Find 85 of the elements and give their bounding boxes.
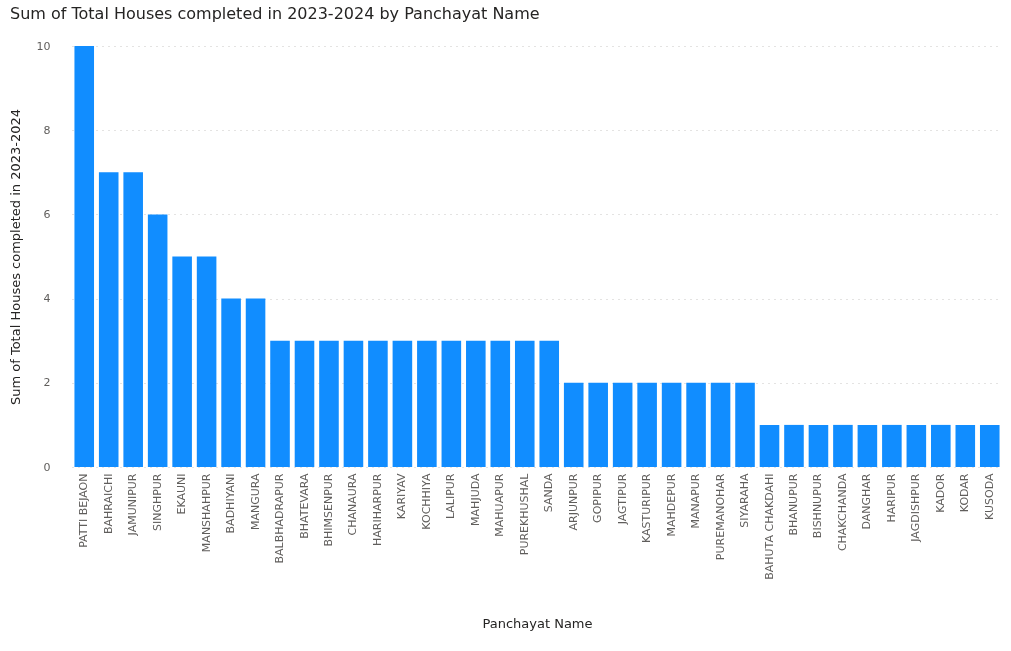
x-tick-label: MAHUAPUR	[493, 473, 507, 537]
bar	[196, 256, 217, 467]
bar	[172, 256, 192, 467]
x-tick-label: PUREKHUSHAL	[517, 472, 531, 556]
bar	[270, 340, 290, 467]
x-tick-label: KASTURIPUR	[640, 473, 654, 544]
y-tick-label: 6	[43, 207, 51, 221]
x-tick-label: BAHRAICHI	[101, 473, 115, 535]
bar	[563, 382, 584, 467]
x-tick-label: BISHNUPUR	[811, 473, 825, 539]
bar	[245, 298, 266, 467]
bar	[784, 424, 804, 467]
bar	[931, 424, 951, 467]
bar	[490, 340, 511, 467]
bar	[319, 340, 339, 467]
x-tick-label: MANSHAHPUR	[199, 473, 213, 553]
bar	[955, 424, 976, 467]
bar	[294, 340, 315, 467]
x-tick-label: DANGHAR	[860, 473, 874, 530]
bar	[857, 424, 878, 467]
x-tick-label: HARIHARPUR	[370, 473, 384, 546]
x-tick-label: BHATEVARA	[297, 473, 311, 539]
bar	[833, 424, 853, 467]
x-tick-label: JAGDISHPUR	[909, 473, 923, 543]
x-tick-label: SINGHPUR	[150, 473, 164, 532]
bar	[906, 424, 927, 467]
bar	[441, 340, 462, 467]
bar	[514, 340, 535, 467]
y-tick-label: 10	[36, 39, 51, 53]
y-axis-title: Sum of Total Houses completed in 2023-2024	[7, 108, 23, 406]
bar	[98, 172, 119, 467]
bar	[808, 424, 829, 467]
y-tick-label: 4	[43, 292, 51, 306]
bar	[417, 340, 437, 467]
x-tick-label: BHANUPUR	[786, 473, 800, 536]
bar	[686, 382, 706, 467]
y-tick-label: 2	[43, 376, 51, 390]
bar	[735, 382, 755, 467]
bar	[710, 382, 731, 467]
x-axis-title: Panchayat Name	[482, 615, 593, 631]
x-tick-label: KODAR	[958, 473, 972, 513]
x-tick-label: ARJUNPUR	[566, 473, 580, 531]
x-tick-label: SANDA	[542, 473, 556, 513]
bar	[392, 340, 413, 467]
x-tick-label: CHANAURA	[346, 473, 360, 536]
x-tick-label: MAHDEPUR	[664, 473, 678, 537]
x-tick-label: JAMUNIPUR	[126, 473, 140, 537]
bar	[147, 214, 168, 467]
x-tick-label: MANGURA	[248, 473, 262, 531]
x-tick-label: KOCHHIYA	[419, 473, 433, 530]
x-tick-label: JAGTIPUR	[615, 473, 629, 526]
x-tick-label: KADOR	[933, 473, 947, 513]
bar	[612, 382, 633, 467]
x-tick-label: MAHJUDA	[468, 473, 482, 526]
bar	[661, 382, 682, 467]
x-tick-label: SIYARAHA	[738, 473, 752, 528]
x-tick-label: PATTI BEJAON	[77, 473, 91, 548]
x-tick-label: HARIPUR	[884, 473, 898, 523]
x-tick-label: BHIMSENPUR	[321, 473, 335, 547]
x-tick-label: LALIPUR	[444, 473, 458, 520]
x-tick-label: KUSODA	[982, 473, 996, 520]
bar	[74, 46, 95, 467]
x-tick-label: BADHIYANI	[224, 473, 238, 534]
bar	[979, 424, 1000, 467]
x-tick-label: PUREMANOHAR	[713, 473, 727, 561]
bar	[759, 424, 780, 467]
y-tick-label: 8	[43, 123, 51, 137]
x-tick-label: BALBHADRAPUR	[273, 473, 287, 564]
bar	[588, 382, 608, 467]
y-tick-label: 0	[43, 460, 51, 474]
x-tick-label: KARIYAV	[395, 473, 409, 520]
bar	[637, 382, 657, 467]
bar	[539, 340, 560, 467]
x-tick-label: MANAPUR	[689, 473, 703, 529]
x-tick-label: EKAUNI	[175, 473, 189, 515]
bar	[343, 340, 364, 467]
bar	[123, 172, 143, 467]
x-tick-label: BAHUTA CHAKDAHI	[762, 473, 776, 580]
bar	[466, 340, 486, 467]
x-tick-label: CHAKCHANDA	[835, 473, 849, 552]
chart-title: Sum of Total Houses completed in 2023-2024 by Panchayat Name	[10, 4, 540, 23]
bar	[368, 340, 388, 467]
bar	[221, 298, 241, 467]
bar	[882, 424, 902, 467]
x-tick-label: GOPIPUR	[591, 473, 605, 523]
